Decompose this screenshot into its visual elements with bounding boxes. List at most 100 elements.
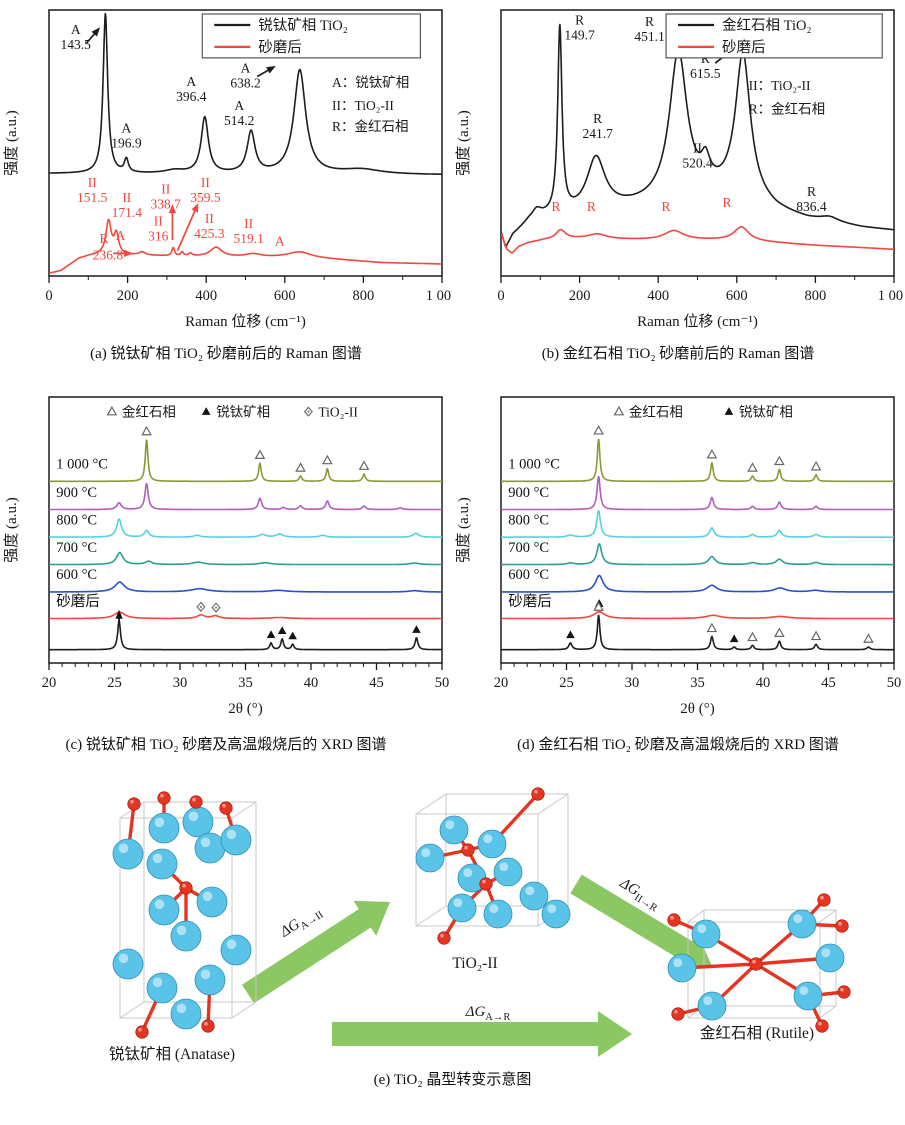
svg-text:50: 50 — [435, 675, 450, 691]
svg-text:A：锐钛矿相: A：锐钛矿相 — [332, 75, 409, 90]
svg-text:700 °C: 700 °C — [56, 540, 97, 556]
arrow-tio2ii-to-rutile — [570, 874, 712, 969]
svg-text:600 °C: 600 °C — [56, 567, 97, 583]
rutile-label: 金红石相 (Rutile) — [700, 1024, 814, 1042]
caption-c: (c) 锐钛矿相 TiO₂ 砂磨及高温煅烧后的 XRD 图谱 — [65, 737, 387, 753]
svg-text:600 °C: 600 °C — [508, 567, 549, 583]
svg-text:700 °C: 700 °C — [508, 540, 549, 556]
svg-text:砂磨后: 砂磨后 — [508, 593, 552, 610]
caption-b: (b) 金红石相 TiO₂ 砂磨前后的 Raman 图谱 — [541, 346, 815, 362]
raman-row: 0 200 400 600 800 1 000 Raman 位移 (cm⁻¹) 强度 (a.u… — [0, 2, 905, 363]
svg-text:1 000 °C: 1 000 °C — [56, 457, 108, 473]
svg-text:金红石相: 金红石相 — [629, 405, 683, 420]
svg-text:800 °C: 800 °C — [56, 512, 97, 528]
svg-text:R: R — [100, 231, 109, 246]
svg-text:金红石相: 金红石相 — [122, 405, 176, 420]
svg-text:强度 (a.u.): 强度 (a.u.) — [3, 497, 20, 562]
svg-text:236.8: 236.8 — [93, 248, 124, 263]
caption-a: (a) 锐钛矿相 TiO₂ 砂磨前后的 Raman 图谱 — [90, 346, 362, 362]
svg-text:砂磨后: 砂磨后 — [258, 39, 302, 56]
svg-text:45: 45 — [821, 675, 836, 691]
svg-text:800 °C: 800 °C — [508, 512, 549, 528]
anatase-structure-graphic — [112, 791, 257, 1039]
svg-text:40: 40 — [756, 675, 771, 691]
anatase-label: 锐钛矿相 (Anatase) — [109, 1045, 235, 1063]
svg-text:30: 30 — [625, 675, 640, 691]
phase-transition-diagram: ΔGA→II ΔGII→R ΔGA→R 锐钛矿相 (Anatase) TiO₂-… — [109, 787, 851, 1063]
svg-text:Raman 位移 (cm⁻¹): Raman 位移 (cm⁻¹) — [185, 313, 306, 330]
svg-text:1 000: 1 000 — [426, 288, 451, 304]
svg-text:35: 35 — [690, 675, 705, 691]
svg-text:600: 600 — [726, 288, 748, 304]
svg-text:2θ (°): 2θ (°) — [680, 701, 714, 717]
svg-text:400: 400 — [647, 288, 669, 304]
caption-e: (e) TiO₂ 晶型转变示意图 — [373, 1072, 532, 1088]
svg-text:30: 30 — [173, 675, 188, 691]
svg-text:1 000: 1 000 — [878, 288, 903, 304]
svg-text:R：金红石相: R：金红石相 — [332, 119, 409, 134]
svg-text:800: 800 — [805, 288, 827, 304]
svg-text:R：金红石相: R：金红石相 — [749, 102, 826, 117]
svg-text:400: 400 — [195, 288, 217, 304]
svg-text:II：TiO₂-II: II：TiO₂-II — [332, 98, 394, 113]
svg-text:900 °C: 900 °C — [56, 485, 97, 501]
caption-d: (d) 金红石相 TiO₂ 砂磨及高温煅烧后的 XRD 图谱 — [517, 737, 839, 753]
svg-text:45: 45 — [369, 675, 384, 691]
svg-text:Raman 位移 (cm⁻¹): Raman 位移 (cm⁻¹) — [637, 313, 758, 330]
panel-e: ΔGA→II ΔGII→R ΔGA→R 锐钛矿相 (Anatase) TiO₂-… — [0, 776, 905, 1089]
tio2ii-label: TiO₂-II — [452, 955, 497, 972]
svg-text:A: A — [116, 228, 126, 243]
xrd-rutile-chart: 20 25 30 35 40 45 50 2θ (°) 强度 (a.u.) 1 000 °C 900… — [455, 396, 902, 717]
svg-text:0: 0 — [45, 288, 52, 304]
svg-text:金红石相 TiO₂: 金红石相 TiO₂ — [722, 17, 812, 34]
svg-text:25: 25 — [559, 675, 574, 691]
svg-text:1 000 °C: 1 000 °C — [508, 457, 560, 473]
panel-c: 20 25 30 35 40 45 50 2θ (°) 强度 (a.u.) 1 000 °C 900… — [0, 389, 452, 754]
svg-text:锐钛矿相 TiO₂: 锐钛矿相 TiO₂ — [258, 17, 348, 34]
svg-text:R: R — [587, 199, 596, 214]
svg-text:强度 (a.u.): 强度 (a.u.) — [3, 110, 20, 175]
rutile-structure-graphic — [667, 893, 851, 1033]
svg-text:砂磨后: 砂磨后 — [722, 39, 766, 56]
svg-text:800: 800 — [353, 288, 375, 304]
svg-text:R: R — [662, 199, 671, 214]
panel-a: 0 200 400 600 800 1 000 Raman 位移 (cm⁻¹) 强度 (a.u… — [0, 2, 452, 363]
svg-text:锐钛矿相: 锐钛矿相 — [739, 405, 793, 420]
arrow-anatase-to-tio2ii — [242, 900, 390, 1004]
svg-text:强度 (a.u.): 强度 (a.u.) — [455, 497, 472, 562]
svg-text:砂磨后: 砂磨后 — [56, 593, 100, 610]
svg-text:200: 200 — [117, 288, 139, 304]
svg-text:0: 0 — [497, 288, 504, 304]
tio2ii-structure-graphic — [415, 787, 571, 945]
svg-text:锐钛矿相: 锐钛矿相 — [216, 405, 270, 420]
svg-text:600: 600 — [274, 288, 296, 304]
svg-text:R: R — [552, 199, 561, 214]
panel-d: 20 25 30 35 40 45 50 2θ (°) 强度 (a.u.) 1 000 °C 900… — [452, 389, 904, 754]
svg-text:TiO₂-II: TiO₂-II — [318, 405, 358, 420]
svg-text:35: 35 — [238, 675, 253, 691]
svg-text:R: R — [722, 195, 731, 210]
raman-rutile-chart: 0 200 400 600 800 1 000 Raman 位移 (cm⁻¹) 强度 (a.u… — [455, 9, 903, 330]
svg-text:A: A — [275, 233, 285, 248]
svg-text:20: 20 — [494, 675, 509, 691]
svg-text:25: 25 — [107, 675, 122, 691]
svg-text:50: 50 — [887, 675, 902, 691]
arrow-anatase-to-rutile — [332, 1011, 632, 1057]
xrd-anatase-chart: 20 25 30 35 40 45 50 2θ (°) 强度 (a.u.) 1 000 °C 900… — [3, 396, 450, 717]
